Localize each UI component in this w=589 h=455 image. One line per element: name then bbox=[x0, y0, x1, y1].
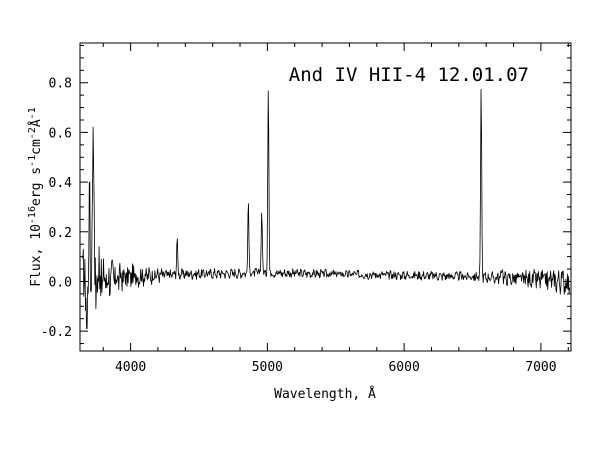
x-tick-label: 5000 bbox=[252, 360, 283, 375]
y-axis-title-exponent-2: -1 bbox=[27, 155, 38, 167]
y-axis-title-unit-1: erg s bbox=[29, 167, 44, 206]
y-tick-label: -0.2 bbox=[41, 325, 72, 340]
x-tick-label: 4000 bbox=[115, 360, 146, 375]
y-tick-label: 0.8 bbox=[49, 77, 72, 92]
y-axis-title: Flux, 10-16erg s-1cm-2Å-1 bbox=[27, 107, 44, 286]
axis-tick-labels: 4000 5000 6000 7000 -0.2 0.0 0.2 0.4 0.6 0.8 bbox=[41, 77, 557, 375]
x-axis-title: Wavelength, Å bbox=[274, 386, 376, 402]
y-axis-title-exponent-3: -2 bbox=[27, 127, 38, 139]
x-tick-label: 7000 bbox=[525, 360, 556, 375]
y-tick-label: 0.6 bbox=[49, 126, 72, 141]
y-axis-title-unit-3: Å bbox=[28, 119, 44, 127]
y-axis-title-unit-2: cm bbox=[29, 139, 44, 155]
y-axis-title-exponent-1: -16 bbox=[27, 206, 38, 224]
plot-frame bbox=[79, 42, 572, 352]
y-tick-label: 0.4 bbox=[49, 176, 73, 191]
y-axis-title-prefix: Flux, 10 bbox=[29, 224, 44, 287]
x-tick-label: 6000 bbox=[388, 360, 419, 375]
axis-ticks bbox=[80, 43, 571, 351]
spectrum-line bbox=[82, 88, 570, 330]
y-tick-label: 0.0 bbox=[49, 275, 72, 290]
plot-title: And IV HII-4 12.01.07 bbox=[289, 64, 529, 86]
y-tick-label: 0.2 bbox=[49, 226, 72, 241]
y-axis-title-exponent-4: -1 bbox=[27, 107, 38, 119]
